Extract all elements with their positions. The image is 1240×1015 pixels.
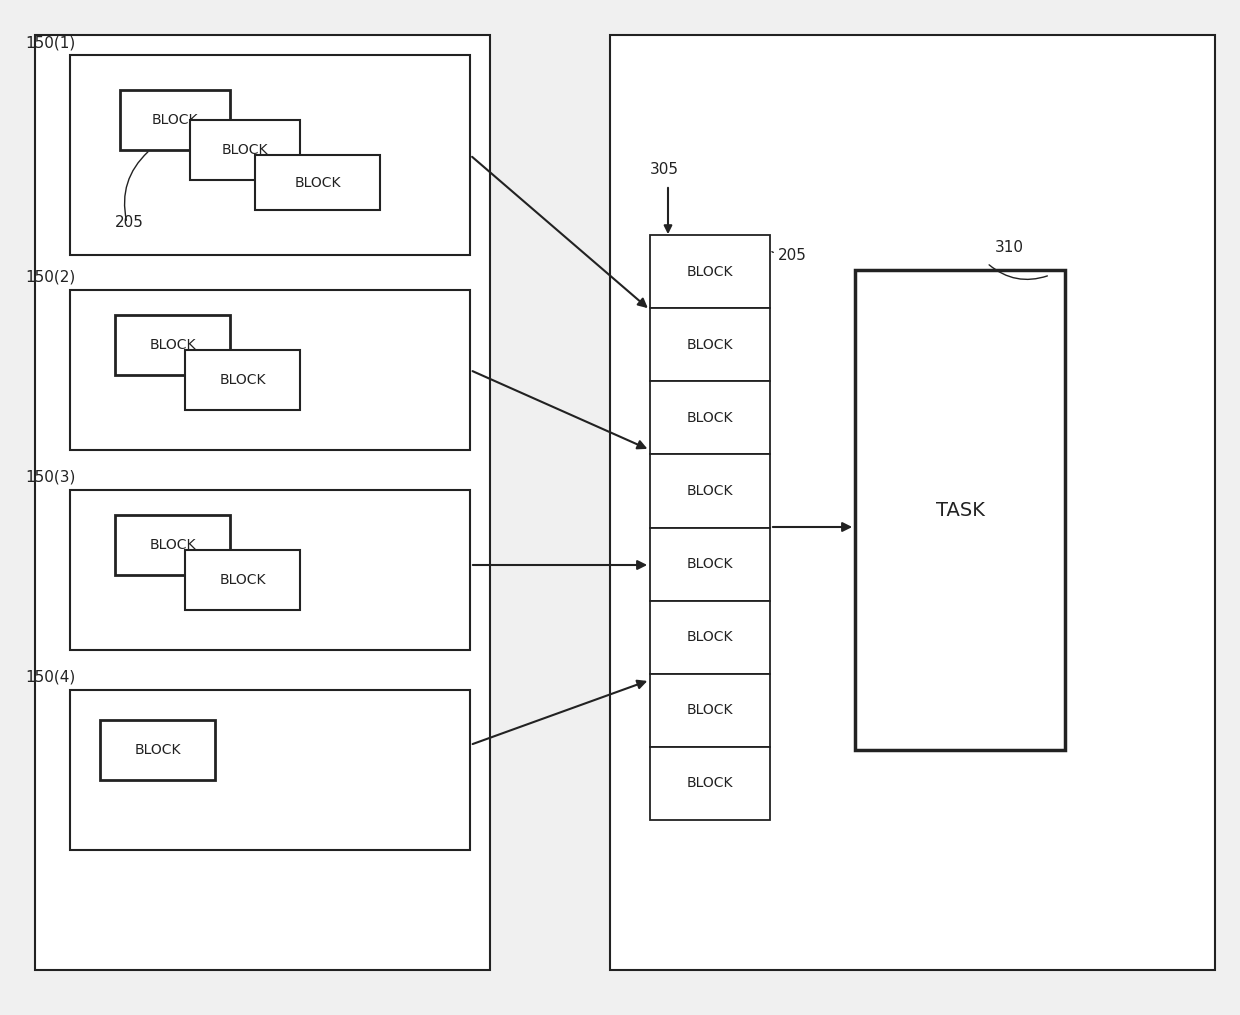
Text: 150(1): 150(1) (25, 35, 76, 50)
Text: TASK: TASK (935, 500, 985, 520)
Text: 305: 305 (650, 162, 680, 177)
Bar (650, 309, 770, 382)
Text: BLOCK: BLOCK (149, 338, 196, 352)
Bar (35, 35, 490, 970)
Bar (650, 674, 770, 747)
Bar (190, 120, 300, 180)
Bar (120, 90, 229, 150)
Bar (69, 290, 470, 450)
Text: BLOCK: BLOCK (687, 338, 733, 351)
Bar (650, 747, 770, 820)
Text: BLOCK: BLOCK (687, 265, 733, 278)
Bar (650, 601, 770, 674)
Text: BLOCK: BLOCK (134, 743, 181, 757)
Text: BLOCK: BLOCK (222, 143, 268, 157)
Bar (856, 270, 1065, 750)
Bar (100, 720, 215, 780)
Bar (650, 382, 770, 455)
Bar (185, 350, 300, 410)
Text: BLOCK: BLOCK (687, 630, 733, 645)
Text: 150(4): 150(4) (25, 670, 76, 685)
Text: BLOCK: BLOCK (687, 484, 733, 498)
Bar (115, 515, 229, 576)
Bar (69, 690, 470, 850)
Text: BLOCK: BLOCK (687, 411, 733, 425)
Text: 150(2): 150(2) (25, 270, 76, 285)
Text: BLOCK: BLOCK (294, 176, 341, 190)
Bar (185, 550, 300, 610)
Text: 205: 205 (115, 215, 144, 230)
Bar (69, 55, 470, 255)
Bar (69, 490, 470, 650)
Text: BLOCK: BLOCK (687, 703, 733, 718)
Text: 150(3): 150(3) (25, 470, 76, 485)
Bar (650, 455, 770, 528)
Text: BLOCK: BLOCK (151, 113, 198, 127)
Bar (650, 235, 770, 309)
Text: 205: 205 (777, 248, 807, 263)
Bar (115, 315, 229, 375)
Text: BLOCK: BLOCK (687, 776, 733, 791)
Bar (255, 155, 379, 210)
Text: 310: 310 (994, 240, 1024, 255)
Text: BLOCK: BLOCK (219, 573, 265, 587)
Text: BLOCK: BLOCK (219, 373, 265, 387)
Bar (650, 528, 770, 601)
Text: BLOCK: BLOCK (687, 557, 733, 571)
Text: BLOCK: BLOCK (149, 538, 196, 552)
Bar (610, 35, 1215, 970)
